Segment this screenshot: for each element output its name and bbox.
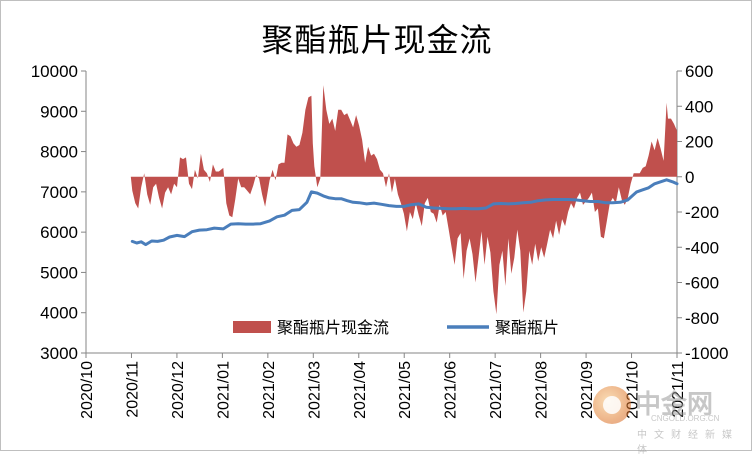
x-tick-label: 2021/03 — [306, 361, 323, 419]
watermark-logo-icon — [593, 386, 631, 424]
y-right-tick-label: 200 — [685, 133, 713, 152]
y-right-tick-label: -400 — [685, 238, 719, 257]
cashflow-area-layer — [130, 85, 678, 315]
x-tick-label: 2021/07 — [488, 361, 505, 419]
y-right-tick-label: -800 — [685, 309, 719, 328]
y-left-tick-label: 5000 — [40, 263, 78, 282]
x-tick-label: 2021/01 — [215, 361, 232, 419]
x-tick-label: 2020/12 — [170, 361, 187, 419]
y-right-tick-label: 0 — [685, 168, 694, 187]
y-right-tick-label: 400 — [685, 97, 713, 116]
watermark-tagline: 中文财经新媒体 — [637, 430, 739, 456]
legend: 聚酯瓶片现金流 聚酯瓶片 — [233, 318, 559, 337]
y-left-tick-label: 6000 — [40, 223, 78, 242]
tick-labels-layer: 10000 9000 8000 7000 6000 5000 4000 3000 600 400 2… — [31, 62, 729, 419]
y-right-tick-label: 600 — [685, 62, 713, 81]
x-tick-label: 2021/09 — [579, 361, 596, 419]
chart-title: 聚酯瓶片现金流 — [261, 21, 493, 59]
y-left-tick-label: 3000 — [40, 344, 78, 363]
y-right-tick-label: -1000 — [685, 344, 728, 363]
legend-swatch-cashflow — [233, 321, 271, 333]
legend-label-cashflow: 聚酯瓶片现金流 — [277, 318, 389, 337]
x-tick-label: 2020/11 — [124, 361, 141, 418]
y-right-tick-label: -600 — [685, 274, 719, 293]
watermark-name: 中金网 — [635, 390, 714, 420]
price-line-layer — [130, 178, 679, 247]
y-left-tick-label: 7000 — [40, 183, 78, 202]
watermark-domain: CNGOLD.ORG.CN — [651, 414, 720, 423]
x-tick-label: 2021/08 — [534, 361, 551, 419]
x-tick-label: 2021/06 — [443, 361, 460, 419]
legend-label-price: 聚酯瓶片 — [495, 318, 559, 337]
axes-group — [81, 70, 682, 358]
y-left-tick-label: 9000 — [40, 102, 78, 121]
y-left-tick-label: 10000 — [31, 62, 78, 81]
x-tick-label: 2021/02 — [261, 361, 278, 419]
x-tick-label: 2020/10 — [79, 361, 96, 419]
x-tick-label: 2021/05 — [397, 361, 414, 419]
y-left-tick-label: 8000 — [40, 143, 78, 162]
x-tick-label: 2021/11 — [670, 361, 687, 418]
y-right-tick-label: -200 — [685, 203, 719, 222]
y-left-tick-label: 4000 — [40, 304, 78, 323]
cashflow-area — [130, 85, 678, 315]
watermark: 中金网 CNGOLD.ORG.CN 中文财经新媒体 — [591, 382, 741, 456]
x-tick-label: 2021/04 — [352, 361, 369, 419]
price-line — [130, 178, 679, 247]
